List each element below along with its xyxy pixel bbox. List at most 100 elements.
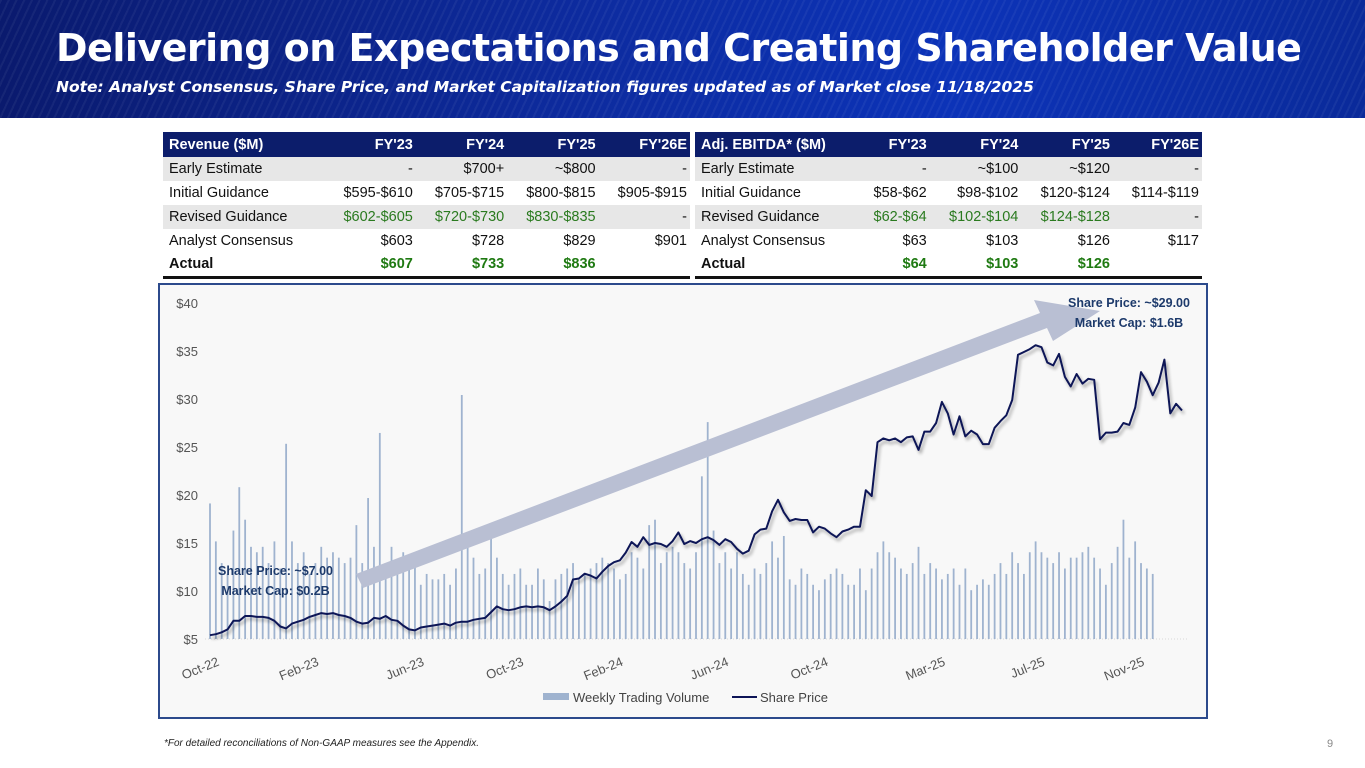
revenue-header-cell: FY'23	[324, 132, 416, 157]
volume-bar	[1151, 573, 1154, 639]
volume-bar	[1087, 546, 1090, 639]
volume-bar	[677, 552, 680, 639]
volume-bar	[478, 573, 481, 639]
volume-bar	[736, 552, 738, 639]
page-number: 9	[1327, 738, 1334, 750]
volume-bar	[1063, 568, 1066, 639]
volume-bar	[460, 395, 463, 639]
x-tick-label: Oct-24	[788, 654, 830, 683]
table-cell: $63	[902, 233, 927, 249]
y-tick-label: $40	[176, 296, 198, 311]
volume-bar	[1134, 541, 1137, 639]
table-cell: -	[324, 157, 416, 181]
volume-bar	[261, 546, 264, 639]
table-cell: $830-$835	[507, 205, 599, 229]
volume-bar	[337, 557, 340, 639]
table-cell	[1112, 253, 1202, 279]
volume-bar	[941, 579, 943, 639]
volume-bar	[220, 563, 223, 639]
volume-bar	[244, 519, 247, 639]
volume-bar	[367, 498, 369, 639]
table-cell: $595-$610	[343, 185, 413, 201]
table-cell: $62-$64	[857, 205, 930, 229]
growth-arrow	[356, 300, 1100, 588]
volume-bar	[613, 568, 615, 639]
volume-bar	[577, 579, 580, 639]
y-tick-label: $35	[176, 344, 198, 359]
table-row: Actual $607 $733 $836	[163, 253, 690, 279]
volume-bar	[472, 557, 475, 639]
row-label: Actual	[695, 253, 858, 279]
row-label: Early Estimate	[163, 157, 325, 181]
volume-bar	[232, 530, 235, 639]
volume-bar	[267, 563, 270, 639]
volume-bar	[537, 568, 539, 639]
volume-bar	[741, 573, 744, 639]
table-row: Revised Guidance $602-$605 $720-$730 $830-$…	[163, 205, 690, 229]
table-cell: $607	[324, 253, 416, 279]
volume-bar	[1028, 552, 1031, 639]
table-cell: -	[598, 205, 690, 229]
end-share-price-label: Share Price: ~$29.00	[1068, 296, 1190, 310]
table-cell: $901	[654, 233, 687, 249]
table-cell: $102-$104	[929, 205, 1022, 229]
legend-volume-swatch	[543, 693, 569, 700]
volume-bar	[671, 546, 674, 639]
ebitda-header-cell: FY'24	[929, 132, 1022, 157]
volume-bar	[700, 476, 703, 639]
volume-bar	[531, 584, 533, 639]
table-row: Initial Guidance $595-$610 $705-$715 $800-$…	[163, 181, 690, 205]
table-cell: $728	[471, 233, 505, 249]
table-cell: -	[1112, 205, 1202, 229]
volume-bar	[209, 503, 211, 639]
table-cell: -	[1112, 157, 1202, 181]
volume-bar	[1110, 563, 1113, 639]
x-tick-label: Jun-23	[384, 654, 426, 683]
revenue-table: Revenue ($M) FY'23 FY'24 FY'25 FY'26E Early …	[163, 132, 690, 279]
ebitda-table-header: Adj. EBITDA* ($M) FY'23 FY'24 FY'25 FY'26E	[695, 132, 1202, 157]
end-market-cap-label: Market Cap: $1.6B	[1074, 316, 1184, 330]
x-tick-label: Oct-23	[484, 654, 526, 683]
volume-bar	[320, 546, 323, 639]
volume-bar	[1069, 557, 1072, 639]
volume-bar	[894, 557, 896, 639]
volume-bar	[835, 568, 838, 639]
volume-bar	[982, 579, 984, 639]
volume-bar	[1104, 584, 1107, 639]
ebitda-header-cell: FY'23	[857, 132, 930, 157]
volume-bar	[747, 584, 750, 639]
volume-bar	[1017, 563, 1019, 639]
revenue-header-cell: Revenue ($M)	[163, 132, 325, 157]
volume-bar	[624, 573, 627, 639]
volume-bar	[572, 563, 574, 639]
volume-bar	[525, 584, 528, 639]
row-label: Actual	[163, 253, 325, 279]
row-label: Analyst Consensus	[701, 233, 826, 249]
volume-bar	[841, 573, 844, 639]
revenue-header-cell: FY'26E	[598, 132, 690, 157]
volume-bar	[419, 584, 422, 639]
volume-bar	[1023, 573, 1025, 639]
volume-bar	[402, 552, 405, 639]
volume-bar	[425, 573, 428, 639]
volume-bar	[513, 573, 516, 639]
table-cell: $836	[507, 253, 599, 279]
y-tick-label: $15	[176, 536, 198, 551]
volume-bar	[882, 541, 885, 639]
x-tick-label: Nov-25	[1102, 654, 1146, 684]
legend-price-label: Share Price	[760, 690, 828, 705]
volume-bar	[970, 590, 973, 639]
legend-volume-label: Weekly Trading Volume	[573, 690, 709, 705]
page-title: Delivering on Expectations and Creating …	[56, 26, 1302, 70]
volume-bar	[648, 525, 651, 639]
volume-bar	[818, 590, 820, 639]
volume-bar	[414, 557, 416, 639]
volume-bar	[905, 573, 908, 639]
volume-bar	[355, 525, 358, 639]
volume-bar	[712, 530, 715, 639]
table-cell: $700+	[415, 157, 508, 181]
x-tick-label: Oct-22	[179, 654, 221, 683]
volume-bar	[1099, 568, 1101, 639]
table-cell: $905-$915	[617, 185, 687, 201]
volume-bar	[782, 535, 785, 639]
